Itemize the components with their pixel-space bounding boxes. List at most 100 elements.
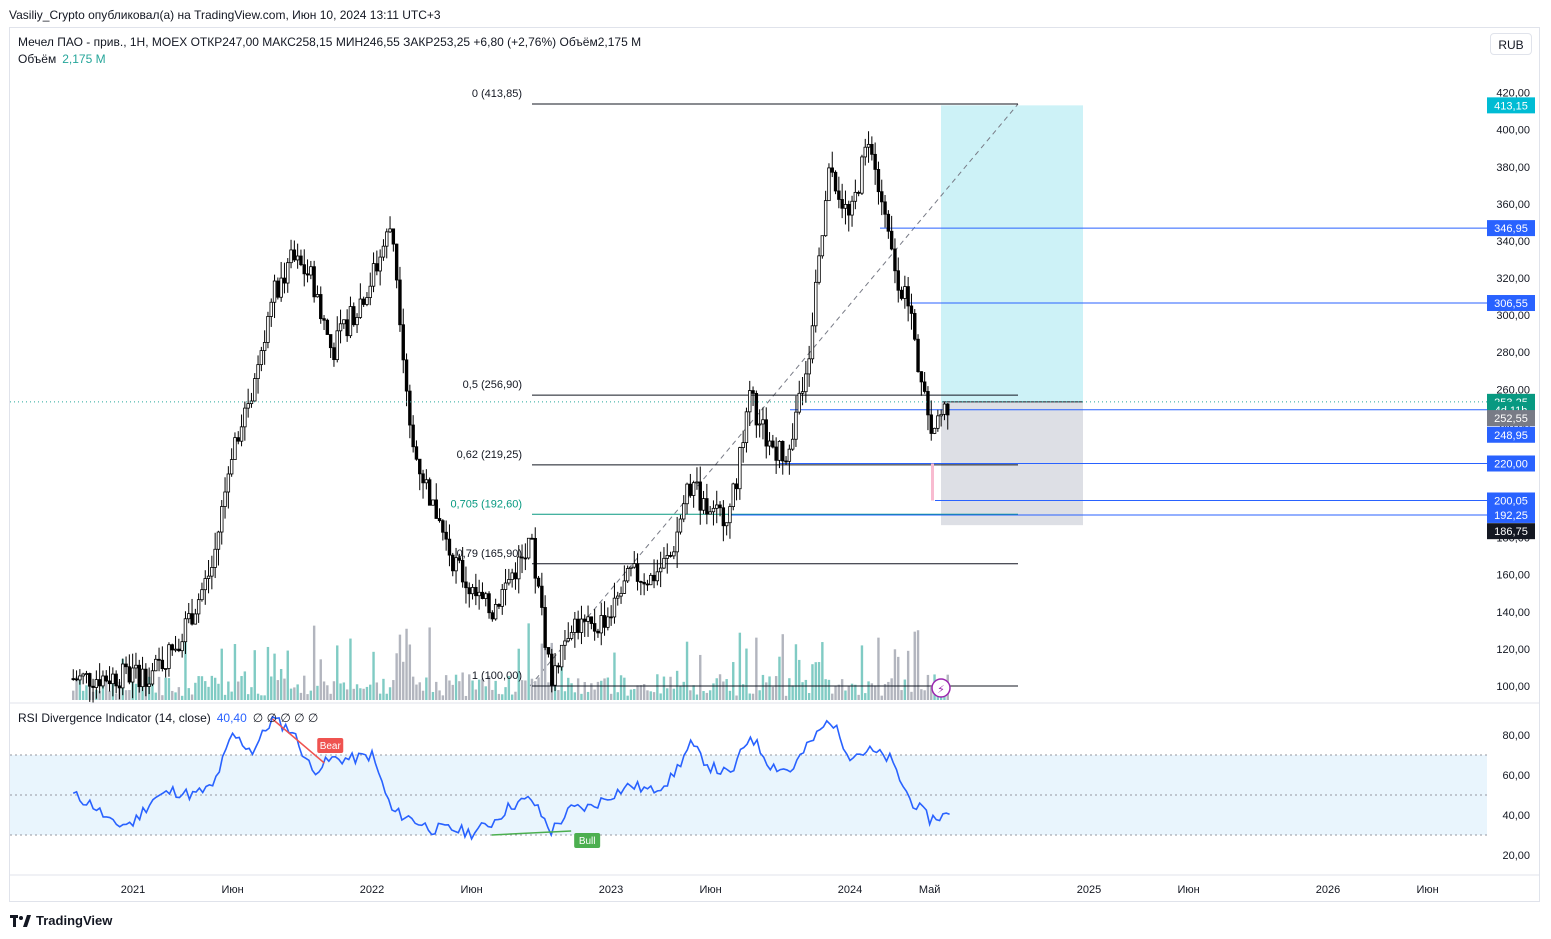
volume-bar: [794, 644, 798, 700]
volume-bar: [520, 680, 524, 700]
volume-bar: [72, 690, 75, 700]
volume-bar: [596, 681, 600, 700]
volume-bar: [553, 682, 557, 700]
volume-bar: [484, 686, 487, 700]
candle-body: [319, 294, 323, 320]
time-tick-label: 2026: [1316, 884, 1340, 896]
volume-bar: [392, 680, 395, 700]
volume-bar: [798, 659, 801, 700]
candle-body: [104, 675, 108, 682]
candle-body: [718, 504, 722, 509]
candle-body: [243, 407, 247, 428]
volume-bar: [870, 683, 874, 700]
candle-body: [322, 318, 326, 321]
candle-body: [639, 581, 643, 583]
volume-bar: [359, 688, 362, 700]
candle-body: [583, 618, 587, 622]
price-label-box: [1487, 492, 1535, 509]
price-tick-label: 280,00: [1496, 347, 1530, 359]
candle-body: [771, 440, 775, 448]
volume-bar: [906, 650, 910, 700]
time-tick-label: Июн: [699, 884, 721, 896]
candle-body: [715, 504, 719, 509]
volume-bar: [395, 653, 398, 700]
fib-levels: 0 (413,85) 0,5 (256,90) 0,62 (219,25) 0,705…: [450, 88, 1487, 687]
volume-bar: [741, 684, 745, 700]
candle-body: [140, 668, 145, 688]
candle-body: [269, 301, 273, 317]
candle-body: [163, 668, 168, 670]
price-tick-label: 140,00: [1496, 607, 1530, 619]
candle-body: [474, 587, 478, 597]
volume-bar: [402, 661, 405, 700]
volume-bar: [857, 694, 860, 700]
volume-bar: [98, 690, 101, 700]
candle-body: [797, 392, 801, 413]
candle-body: [919, 371, 924, 383]
price-tick-label: 340,00: [1496, 236, 1530, 248]
candle-body: [424, 479, 429, 484]
candle-body: [876, 169, 881, 193]
volume-bar: [237, 681, 240, 700]
rsi-legend: RSI Divergence Indicator (14, close) 40,4…: [18, 711, 318, 725]
volume-bar: [256, 693, 260, 700]
candle-body: [111, 673, 115, 685]
candle-body: [388, 228, 392, 233]
bear-label-box: [317, 738, 344, 753]
volume-bar: [329, 693, 332, 700]
candle-body: [520, 556, 524, 559]
bull-label-box: [574, 833, 601, 848]
candle-body: [856, 191, 861, 194]
price-label-text: 192,25: [1494, 510, 1528, 522]
volume-bar: [210, 675, 214, 700]
volume-bar: [438, 690, 441, 700]
volume-bar: [81, 690, 85, 700]
volume-bar: [755, 637, 758, 700]
price-label-box: [1487, 523, 1535, 540]
candle-body: [177, 648, 181, 652]
volume-bar: [375, 682, 379, 700]
volume-bar: [887, 681, 890, 700]
price-tick-label: 400,00: [1496, 125, 1530, 137]
volume-bar: [464, 695, 468, 700]
volume-bar: [814, 662, 817, 700]
footer-brand[interactable]: TradingView: [10, 913, 112, 928]
volume-bar: [108, 690, 111, 700]
currency-button[interactable]: RUB: [1490, 33, 1532, 55]
candle-body: [645, 583, 650, 586]
time-tick-label: Июн: [221, 884, 243, 896]
rsi-pane: 80,00 60,00 40,00 20,00 Bear Bull: [10, 702, 1540, 862]
volume-bar: [385, 693, 388, 700]
volume-bar: [253, 650, 256, 700]
candle-body: [157, 658, 161, 661]
candle-body: [761, 419, 765, 425]
candle-body: [814, 281, 818, 327]
candle-body: [675, 531, 679, 553]
candle-body: [170, 644, 174, 651]
volume-bar: [877, 637, 880, 700]
volume-bar: [639, 685, 643, 700]
volume-bar: [286, 650, 289, 700]
volume-bar: [576, 678, 580, 700]
volume-bar: [897, 656, 900, 700]
candle-body: [398, 279, 402, 326]
candle-body: [860, 156, 864, 194]
volume-bar: [276, 680, 280, 700]
candle-body: [190, 613, 194, 625]
candle-body: [147, 683, 151, 687]
candle-body: [609, 616, 613, 619]
volume-bar: [200, 676, 204, 700]
volume-bar: [223, 694, 227, 700]
candle-body: [942, 403, 947, 415]
volume-bar: [791, 685, 794, 700]
volume-bar: [827, 679, 831, 700]
candle-body: [361, 298, 366, 305]
volume-bar: [345, 689, 349, 700]
bull-label: Bull: [579, 836, 596, 847]
candle-body: [348, 306, 353, 337]
candle-body: [94, 679, 99, 688]
volume-bar: [296, 684, 299, 700]
volume-bar: [332, 681, 336, 700]
volume-bar: [428, 627, 431, 700]
